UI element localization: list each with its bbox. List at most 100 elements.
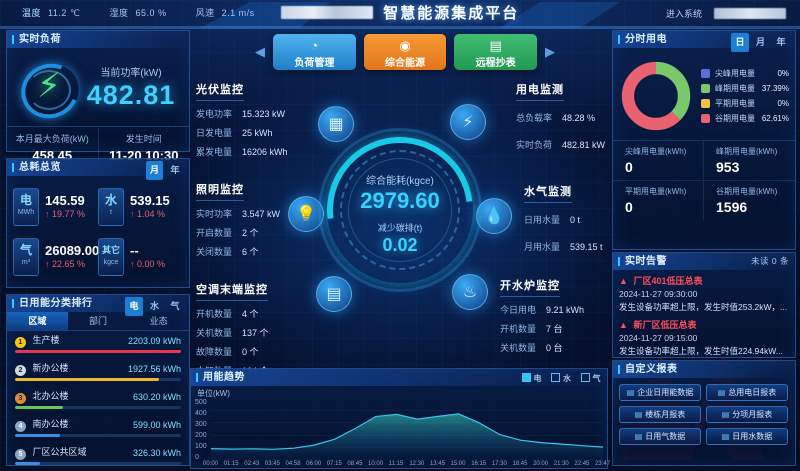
boiler-row: 关机数量 0 台	[500, 341, 584, 354]
other-type: 其它	[101, 245, 120, 255]
report-icon: ▤	[634, 432, 643, 441]
tou-stats-grid: 尖峰用电量(kWh) 0 峰期用电量(kWh) 953 平期用电量(kWh) 0…	[613, 140, 795, 220]
power-row: 总负载率 48.28 %	[516, 111, 605, 124]
nav-prev-arrow[interactable]: ◀	[255, 44, 265, 59]
custom-reports-panel: 自定义报表 ▤ 企业日用能数据 ▤ 总用电日报表 ▤ 楼栋月报表 ▤ 分项月报表 ▤ 日用…	[612, 360, 796, 466]
legend-swatch-sharp	[701, 69, 710, 78]
report-button-total-power-daily[interactable]: ▤ 总用电日报表	[706, 384, 788, 401]
nav-next-arrow[interactable]: ▶	[545, 44, 556, 59]
electric-type: 电	[19, 193, 32, 207]
tou-toggle-month[interactable]: 月	[755, 37, 766, 47]
water-daily-label: 日用水量	[524, 215, 561, 225]
alarm-device-name: 新厂区低压总表	[633, 320, 697, 330]
page-title: 智慧能源集成平台	[383, 5, 520, 22]
ranking-tab-department[interactable]: 部门	[89, 316, 108, 326]
custom-reports-title: 自定义报表	[613, 361, 795, 378]
tou-stat-sharp-label: 尖峰用电量(kWh)	[625, 147, 687, 156]
other-value: --	[130, 243, 139, 258]
nav-button-integrated-energy[interactable]: ◉ 综合能源	[363, 34, 447, 70]
total-energy-value: 2979.60	[360, 188, 440, 213]
legend-name-valley: 谷期用电量	[715, 114, 755, 123]
ranking-row-bar	[15, 462, 181, 465]
alarm-warning-icon: ▲	[619, 276, 628, 286]
ytick: 100	[195, 443, 207, 450]
report-button-building-monthly[interactable]: ▤ 楼栋月报表	[619, 406, 701, 423]
alarm-item[interactable]: ▲ 新厂区低压总表 2024-11-27 09:15:00 发生设备功率超上限，…	[619, 318, 789, 357]
ranking-row[interactable]: 4 南办公楼 599.00 kWh	[7, 415, 189, 443]
alarm-description: 发生设备功率超上限，发生时值224.94kW...	[619, 346, 783, 356]
other-delta: ↑ 0.00 %	[130, 258, 165, 271]
tou-toggle-year[interactable]: 年	[776, 37, 786, 47]
water-monthly-label: 月用水量	[524, 242, 561, 252]
ranking-tabs[interactable]: 区域 部门 业态	[7, 312, 189, 331]
consumption-toggle-year[interactable]: 年	[170, 165, 180, 175]
report-icon: ▤	[626, 388, 635, 397]
ranking-row[interactable]: 1 生产楼 2203.09 kWh	[7, 331, 189, 359]
legend-pct-peak: 37.39%	[761, 84, 789, 93]
ranking-tab-area[interactable]: 区域	[7, 312, 68, 330]
consumption-item-gas: 气 m³ 26089.00 ↑ 22.65 %	[13, 232, 99, 282]
ranking-toggle-electric[interactable]: 电	[125, 297, 143, 316]
ranking-energy-toggle[interactable]: 电 水 气	[125, 297, 184, 316]
tou-stat-peak: 峰期用电量(kWh) 953	[704, 141, 795, 181]
tou-toggle-day[interactable]: 日	[731, 33, 749, 52]
trend-legend-water[interactable]: 水	[551, 370, 572, 387]
tou-legend-row: 尖峰用电量(kWh) 尖峰用电量 0%	[701, 68, 789, 79]
weather-values: 温度 11.2 ℃ 湿度 65.0 % 风速 2.1 m/s	[22, 6, 281, 19]
report-button-gas-daily[interactable]: ▤ 日用气数据	[619, 428, 701, 445]
boiler-on-label: 开机数量	[500, 324, 537, 334]
report-button-subitem-monthly[interactable]: ▤ 分项月报表	[706, 406, 788, 423]
tou-period-toggle[interactable]: 日 月 年	[731, 33, 790, 52]
trend-legend[interactable]: 电 水 气	[521, 370, 602, 387]
ranking-row[interactable]: 5 厂区公共区域 326.30 kWh	[7, 443, 189, 471]
legend-swatch-valley	[701, 114, 710, 123]
water-daily-value: 0 t	[570, 215, 581, 225]
trend-legend-gas[interactable]: 气	[580, 370, 602, 387]
xtick: 07:15	[326, 461, 342, 467]
medal-icon: 5	[15, 449, 26, 460]
water-value: 539.15	[130, 193, 170, 208]
gas-delta-value: 22.65 %	[52, 259, 86, 269]
tou-legend-row: 谷期用电量 62.61%	[701, 113, 789, 124]
tou-power-panel: 分时用电 日 月 年 尖峰用电量(kWh) 尖峰用电量 0% 峰期用电量	[612, 30, 796, 250]
xtick: 11:15	[388, 461, 404, 467]
consumption-period-toggle[interactable]: 月 年	[145, 161, 184, 180]
alarm-item[interactable]: ▲ 厂区401低压总表 2024-11-27 09:30:00 发生设备功率超上…	[619, 274, 789, 313]
tou-legend-row: 峰期用电量 37.39%	[701, 83, 789, 94]
xtick: 03:45	[264, 461, 280, 467]
title-block: 智慧能源集成平台	[0, 2, 800, 23]
lighting-power-label: 实时功率	[196, 209, 233, 219]
alarms-unread-count: 未读 0 条	[751, 256, 789, 266]
power-monitor-section: 用电监测 总负载率 48.28 % 实时负荷 482.81 kW	[516, 80, 605, 151]
ytick: 400	[195, 410, 207, 417]
realtime-load-body: ⚡ 当前功率(kW) 482.81	[7, 48, 189, 127]
hvac-off-label: 关机数量	[196, 328, 233, 338]
pv-row: 发电功率 15.323 kW	[196, 107, 288, 120]
nav-button-remote-meter[interactable]: ▤ 远程抄表	[454, 34, 538, 70]
daily-ranking-title: 日用能分类排行	[19, 298, 93, 309]
hvac-row: 开机数量 4 个	[196, 307, 269, 320]
boiler-off-label: 关机数量	[500, 343, 537, 353]
water-badge: 水 t	[98, 188, 124, 226]
nav-button-load-management[interactable]: ◔ 负荷管理	[273, 34, 356, 70]
boiler-monitor-title: 开水炉监控	[500, 277, 560, 297]
ranking-toggle-water[interactable]: 水	[149, 301, 160, 311]
report-button-water-daily[interactable]: ▤ 日用水数据	[706, 428, 788, 445]
ranking-row[interactable]: 3 北办公楼 630.20 kWh	[7, 387, 189, 415]
ranking-row[interactable]: 2 新办公楼 1927.56 kWh	[7, 359, 189, 387]
gas-unit: m³	[21, 259, 31, 266]
report-button-enterprise-daily[interactable]: ▤ 企业日用能数据	[619, 384, 701, 401]
water-row: 日用水量 0 t	[524, 213, 603, 226]
consumption-toggle-month[interactable]: 月	[145, 161, 164, 180]
ranking-toggle-gas[interactable]: 气	[170, 301, 180, 311]
tou-legend-row: 平期用电量 0%	[701, 98, 789, 109]
alarms-title: 实时告警	[625, 256, 667, 267]
ranking-tab-format[interactable]: 业态	[149, 316, 168, 326]
trend-legend-electric[interactable]: 电	[521, 370, 543, 387]
lighting-on-value: 2 个	[242, 228, 259, 238]
enter-system-link[interactable]: 进入系统	[665, 9, 702, 19]
pv-daily-value: 25 kWh	[242, 128, 273, 138]
legend-name-peak: 峰期用电量	[715, 84, 755, 93]
legend-swatch-flat	[701, 99, 710, 108]
custom-reports-grid: ▤ 企业日用能数据 ▤ 总用电日报表 ▤ 楼栋月报表 ▤ 分项月报表 ▤ 日用气数据 ▤ 日…	[613, 378, 795, 451]
